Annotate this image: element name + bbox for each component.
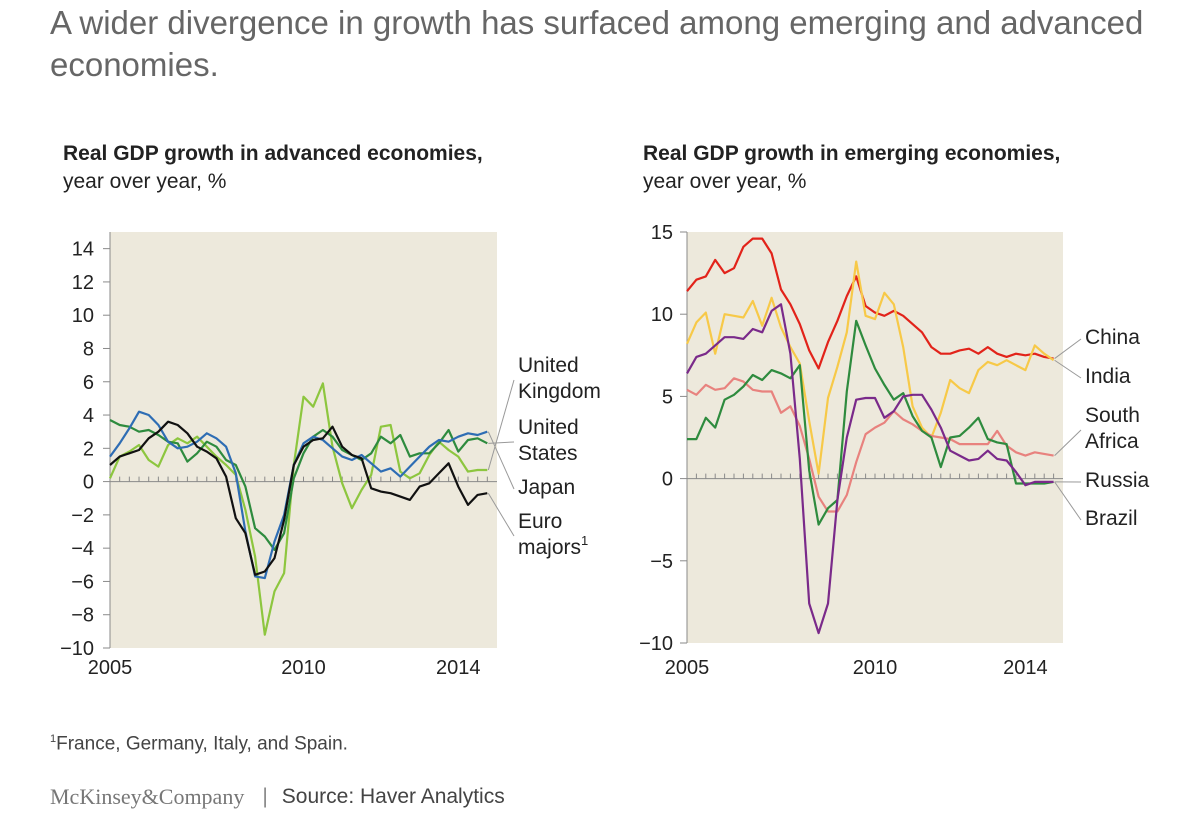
footnote-text: France, Germany, Italy, and Spain. xyxy=(56,733,348,755)
advanced-y-tick-label: −8 xyxy=(71,605,94,627)
advanced-leader-japan xyxy=(487,431,515,490)
emerging-label-china: China xyxy=(1085,326,1140,349)
advanced-label-text: Japan xyxy=(518,476,575,499)
emerging-y-tick-label: 15 xyxy=(651,222,673,244)
emerging-label-text: Africa xyxy=(1085,430,1139,453)
emerging-label-brazil: Brazil xyxy=(1085,507,1138,530)
advanced-leader-united-kingdom xyxy=(487,379,515,471)
advanced-x-tick-label: 2005 xyxy=(88,657,133,679)
advanced-label-united-kingdom: United Kingdom xyxy=(518,354,601,403)
emerging-leader-south-africa xyxy=(1054,429,1082,456)
emerging-leader-brazil xyxy=(1054,481,1082,521)
footer: McKinsey&Company | Source: Haver Analyti… xyxy=(50,784,505,810)
page-headline: A wider divergence in growth has surface… xyxy=(50,4,1144,83)
emerging-x-tick-label: 2014 xyxy=(1003,657,1048,679)
emerging-label-text: Russia xyxy=(1085,469,1150,492)
advanced-chart-title: Real GDP growth in advanced economies, xyxy=(63,142,483,165)
advanced-x-tick-label: 2014 xyxy=(436,657,481,679)
emerging-line-russia xyxy=(687,319,1054,526)
advanced-y-tick-label: 4 xyxy=(83,405,94,427)
emerging-label-text: Brazil xyxy=(1085,507,1138,530)
emerging-label-text: India xyxy=(1085,365,1131,388)
advanced-label-japan: Japan xyxy=(518,476,575,499)
advanced-label-text: Kingdom xyxy=(518,380,601,403)
emerging-x-tick-label: 2005 xyxy=(665,657,710,679)
advanced-y-tick-label: 10 xyxy=(72,305,94,327)
emerging-line-brazil xyxy=(686,303,1054,635)
advanced-chart-title-block: Real GDP growth in advanced economies, y… xyxy=(63,140,483,196)
advanced-y-tick-label: 0 xyxy=(83,472,94,494)
advanced-y-tick-label: 14 xyxy=(72,239,94,261)
advanced-label-text: Euro xyxy=(518,510,562,533)
emerging-y-tick-label: 0 xyxy=(662,469,673,491)
advanced-line-euro-majors xyxy=(109,420,488,576)
emerging-label-south-africa: South Africa xyxy=(1085,404,1140,453)
footnote-mark: 1 xyxy=(50,733,57,745)
advanced-y-tick-label: 12 xyxy=(72,272,94,294)
advanced-y-tick-label: 8 xyxy=(83,338,94,360)
emerging-y-tick-label: −10 xyxy=(639,633,673,655)
footnote: 1France, Germany, Italy, and Spain. xyxy=(50,733,348,755)
footnote-mark: 1 xyxy=(581,533,588,548)
emerging-label-text: China xyxy=(1085,326,1140,349)
emerging-leader-china xyxy=(1054,338,1082,359)
advanced-y-tick-label: −4 xyxy=(71,538,94,560)
emerging-chart-title-block: Real GDP growth in emerging economies, y… xyxy=(643,140,1060,196)
advanced-line-united-states xyxy=(109,419,488,551)
brand-logo: McKinsey&Company xyxy=(50,784,245,809)
emerging-y-tick-label: −5 xyxy=(650,551,673,573)
advanced-y-tick-label: −10 xyxy=(60,638,94,660)
advanced-label-text: majors1 xyxy=(518,533,588,559)
advanced-label-text: States xyxy=(518,442,578,465)
advanced-x-tick-label: 2010 xyxy=(281,657,326,679)
emerging-label-india: India xyxy=(1085,365,1131,388)
advanced-chart-subtitle: year over year, % xyxy=(63,170,227,193)
advanced-leader-united-states xyxy=(488,441,515,444)
emerging-x-tick-label: 2010 xyxy=(853,657,898,679)
emerging-label-russia: Russia xyxy=(1085,469,1150,492)
advanced-y-tick-label: 6 xyxy=(83,372,94,394)
source-text: Source: Haver Analytics xyxy=(281,785,505,808)
advanced-y-tick-label: 2 xyxy=(83,438,94,460)
emerging-line-south-africa xyxy=(686,377,1054,513)
footer-separator: | xyxy=(262,785,268,808)
emerging-line-india xyxy=(685,260,1055,475)
emerging-chart-subtitle: year over year, % xyxy=(643,170,807,193)
advanced-y-tick-label: −6 xyxy=(71,571,94,593)
emerging-y-tick-label: 5 xyxy=(662,386,673,408)
advanced-label-text: United xyxy=(518,416,579,439)
advanced-y-tick-label: −2 xyxy=(71,505,94,527)
advanced-label-united-states: United States xyxy=(518,416,579,465)
emerging-y-tick-label: 10 xyxy=(651,304,673,326)
emerging-leader-india xyxy=(1054,359,1082,379)
emerging-plot-area xyxy=(687,232,1063,643)
emerging-chart-title: Real GDP growth in emerging economies, xyxy=(643,142,1061,165)
advanced-leader-euro-majors xyxy=(487,492,515,537)
advanced-label-text: United xyxy=(518,354,579,377)
emerging-label-text: South xyxy=(1085,404,1140,427)
emerging-line-china xyxy=(686,237,1054,370)
